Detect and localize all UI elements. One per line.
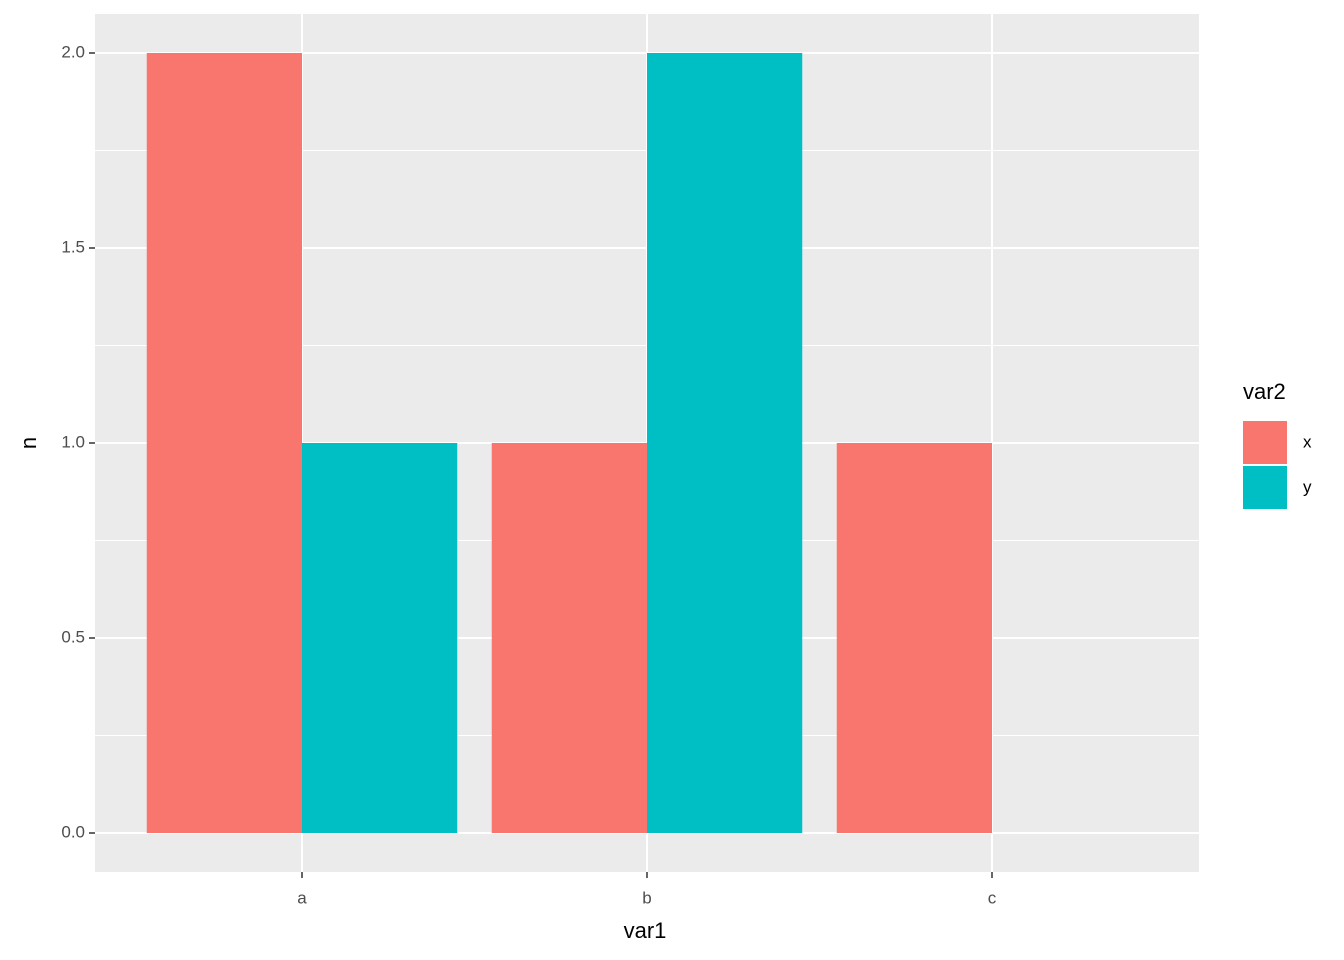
y-tick-label: 0.0 bbox=[61, 822, 85, 841]
x-tick-label: c bbox=[988, 888, 997, 907]
y-tick-label: 1.5 bbox=[61, 237, 85, 256]
bar bbox=[146, 53, 302, 833]
x-tick-label: b bbox=[642, 888, 651, 907]
bar bbox=[836, 443, 992, 833]
y-tick-label: 1.0 bbox=[61, 432, 85, 451]
y-axis-title: n bbox=[16, 437, 41, 449]
y-tick-label: 2.0 bbox=[61, 42, 85, 61]
legend-label: x bbox=[1303, 432, 1312, 451]
x-axis-title: var1 bbox=[624, 918, 667, 943]
x-tick-label: a bbox=[297, 888, 307, 907]
legend-title: var2 bbox=[1243, 379, 1286, 404]
legend-key bbox=[1243, 421, 1287, 464]
bar bbox=[302, 443, 458, 833]
legend-label: y bbox=[1303, 477, 1312, 496]
bar bbox=[647, 53, 803, 833]
bar bbox=[491, 443, 647, 833]
legend-key bbox=[1243, 466, 1287, 509]
y-tick-label: 0.5 bbox=[61, 627, 85, 646]
